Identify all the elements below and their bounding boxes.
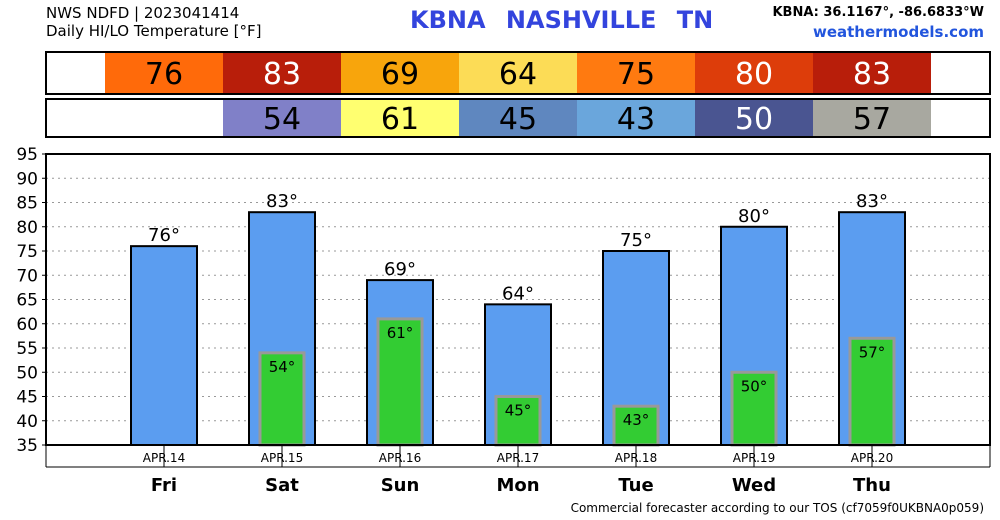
y-tick-label: 80 [16, 218, 38, 238]
date-label: APR.18 [615, 451, 657, 465]
y-tick-label: 70 [16, 266, 38, 286]
high-temp-value: 75 [617, 57, 655, 92]
low-temp-cell [577, 100, 695, 136]
low-temp-cell [459, 100, 577, 136]
low-temp-label: 61° [387, 324, 414, 342]
y-tick-label: 40 [16, 412, 38, 432]
low-temp-cell [223, 100, 341, 136]
low-temp-cell [813, 100, 931, 136]
low-temp-row: 54 61 45 43 50 57 [45, 98, 991, 138]
low-temp-bar [848, 336, 896, 447]
high-temp-row: 76 83 69 64 75 80 83 [45, 51, 991, 95]
y-tick-label: 90 [16, 169, 38, 189]
model-run-label: NWS NDFD | 2023041414 [46, 4, 240, 22]
high-temp-label: 75° [620, 230, 652, 251]
high-temp-cell [813, 53, 931, 93]
high-temp-cell [695, 53, 813, 93]
low-temp-bar [376, 317, 424, 447]
low-temp-value: 50 [735, 102, 773, 137]
high-temp-value: 64 [499, 57, 537, 92]
low-temp-value: 45 [499, 102, 537, 137]
day-label: Fri [151, 475, 177, 496]
y-tick-label: 95 [16, 145, 38, 165]
high-temp-value: 76 [145, 57, 183, 92]
high-temp-value: 83 [263, 57, 301, 92]
y-tick-label: 65 [16, 291, 38, 311]
day-label: Thu [853, 475, 891, 496]
y-tick-label: 60 [16, 315, 38, 335]
high-temp-cell [577, 53, 695, 93]
date-label: APR.17 [497, 451, 539, 465]
low-temp-bar [258, 351, 306, 447]
low-temp-bar [612, 404, 660, 447]
date-label: APR.14 [143, 451, 185, 465]
bar-series: 76° 83° 54° 69° 61° 64° 45° 75° 43° 80° 50° 83° 57° [130, 191, 906, 447]
day-label: Tue [618, 475, 653, 496]
high-temp-label: 80° [738, 206, 770, 227]
low-temp-bar [730, 370, 778, 447]
date-label: APR.20 [851, 451, 893, 465]
low-temp-label: 54° [269, 358, 296, 376]
y-tick-label: 55 [16, 339, 38, 359]
chart-title: Daily HI/LO Temperature [°F] [46, 22, 262, 40]
y-tick-label: 75 [16, 242, 38, 262]
high-temp-cell [223, 53, 341, 93]
low-temp-label: 45° [505, 402, 532, 420]
y-tick-label: 35 [16, 436, 38, 456]
low-temp-value: 57 [853, 102, 891, 137]
station-coordinates: KBNA: 36.1167°, -86.6833°W [772, 5, 984, 20]
station-name: KBNA NASHVILLE TN [410, 6, 714, 34]
high-temp-label: 83° [266, 191, 298, 212]
site-link[interactable]: weathermodels.com [812, 23, 984, 41]
low-temp-value: 61 [381, 102, 419, 137]
grid-lines [46, 177, 990, 422]
high-temp-label: 76° [148, 225, 180, 246]
high-temp-cell [105, 53, 223, 93]
day-label: Mon [496, 475, 539, 496]
high-temp-label: 83° [856, 191, 888, 212]
high-temp-cell [341, 53, 459, 93]
low-temp-label: 43° [623, 411, 650, 429]
low-temp-label: 57° [859, 343, 886, 361]
high-temp-bar [130, 245, 198, 446]
high-temp-value: 69 [381, 57, 419, 92]
high-temp-label: 64° [502, 283, 534, 304]
low-temp-cell [341, 100, 459, 136]
y-axis: 35 40 45 50 55 60 65 70 75 80 85 90 95 [16, 145, 46, 456]
date-label: APR.16 [379, 451, 421, 465]
day-label: Wed [732, 475, 776, 496]
low-temp-label: 50° [741, 377, 768, 395]
date-label: APR.19 [733, 451, 775, 465]
high-temp-label: 69° [384, 259, 416, 280]
footer-note: Commercial forecaster according to our T… [570, 501, 984, 515]
low-temp-value: 43 [617, 102, 655, 137]
date-label: APR.15 [261, 451, 303, 465]
high-temp-value: 83 [853, 57, 891, 92]
y-tick-label: 85 [16, 194, 38, 214]
low-temp-value: 54 [263, 102, 301, 137]
day-label: Sun [381, 475, 420, 496]
high-temp-cell [459, 53, 577, 93]
low-temp-cell [695, 100, 813, 136]
y-tick-label: 50 [16, 363, 38, 383]
day-label: Sat [265, 475, 299, 496]
x-axis: APR.14 Fri APR.15 Sat APR.16 Sun APR.17 Mon APR.… [45, 445, 991, 496]
y-tick-label: 45 [16, 388, 38, 408]
high-temp-value: 80 [735, 57, 773, 92]
